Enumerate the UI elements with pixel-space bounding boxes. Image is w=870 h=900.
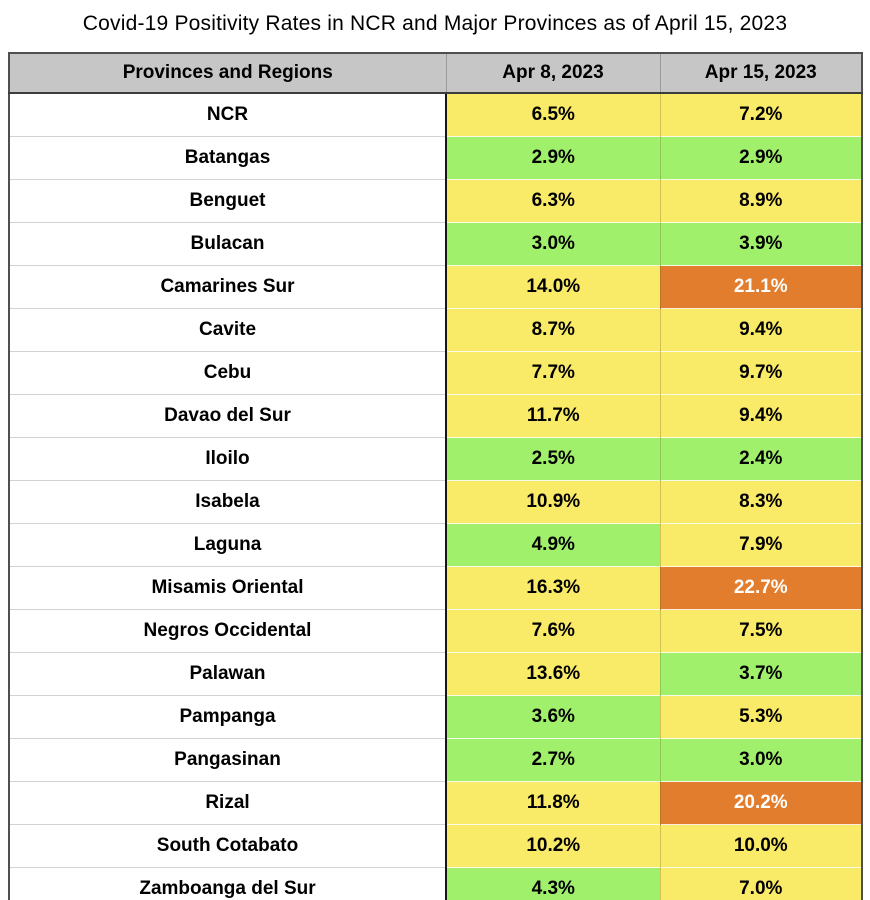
table-body: NCR 6.5% 7.2% Batangas 2.9% 2.9% Benguet…: [9, 93, 862, 900]
table-row: Misamis Oriental 16.3% 22.7%: [9, 566, 862, 610]
table-row: Benguet 6.3% 8.9%: [9, 179, 862, 223]
table-row: Bulacan 3.0% 3.9%: [9, 222, 862, 266]
rate-cell-apr15: 2.4%: [659, 437, 862, 481]
rate-cell-apr15: 3.7%: [659, 652, 862, 696]
province-name-cell: Batangas: [9, 136, 447, 180]
table-row: Pampanga 3.6% 5.3%: [9, 695, 862, 739]
province-name-cell: Zamboanga del Sur: [9, 867, 447, 900]
rate-cell-apr15: 22.7%: [659, 566, 862, 610]
table-row: Cavite 8.7% 9.4%: [9, 308, 862, 352]
rate-cell-apr8: 16.3%: [446, 566, 660, 610]
rate-cell-apr8: 4.3%: [446, 867, 660, 900]
rate-cell-apr8: 11.7%: [446, 394, 660, 438]
rate-cell-apr8: 6.3%: [446, 179, 660, 223]
rate-cell-apr15: 21.1%: [659, 265, 862, 309]
table-row: Isabela 10.9% 8.3%: [9, 480, 862, 524]
province-name-cell: Negros Occidental: [9, 609, 447, 653]
rate-cell-apr15: 9.4%: [659, 308, 862, 352]
rate-cell-apr15: 5.3%: [659, 695, 862, 739]
province-name-cell: Laguna: [9, 523, 447, 567]
table-row: NCR 6.5% 7.2%: [9, 93, 862, 137]
province-name-cell: Camarines Sur: [9, 265, 447, 309]
table-row: Cebu 7.7% 9.7%: [9, 351, 862, 395]
province-name-cell: Palawan: [9, 652, 447, 696]
rate-cell-apr15: 20.2%: [659, 781, 862, 825]
rate-cell-apr15: 7.2%: [659, 93, 862, 137]
rate-cell-apr8: 2.7%: [446, 738, 660, 782]
table-row: Zamboanga del Sur 4.3% 7.0%: [9, 867, 862, 900]
rate-cell-apr8: 7.6%: [446, 609, 660, 653]
rate-cell-apr15: 7.9%: [659, 523, 862, 567]
table-row: Palawan 13.6% 3.7%: [9, 652, 862, 696]
rate-cell-apr8: 4.9%: [446, 523, 660, 567]
province-name-cell: Iloilo: [9, 437, 447, 481]
rate-cell-apr8: 2.5%: [446, 437, 660, 481]
province-name-cell: Pampanga: [9, 695, 447, 739]
rate-cell-apr15: 3.0%: [659, 738, 862, 782]
rate-cell-apr8: 2.9%: [446, 136, 660, 180]
table-row: Batangas 2.9% 2.9%: [9, 136, 862, 180]
rate-cell-apr15: 10.0%: [659, 824, 862, 868]
province-name-cell: Isabela: [9, 480, 447, 524]
table-row: Negros Occidental 7.6% 7.5%: [9, 609, 862, 653]
rate-cell-apr8: 13.6%: [446, 652, 660, 696]
rate-cell-apr15: 8.3%: [659, 480, 862, 524]
province-name-cell: Davao del Sur: [9, 394, 447, 438]
header-apr-8-2023: Apr 8, 2023: [445, 53, 660, 94]
rate-cell-apr15: 9.4%: [659, 394, 862, 438]
province-name-cell: Pangasinan: [9, 738, 447, 782]
rate-cell-apr15: 8.9%: [659, 179, 862, 223]
rate-cell-apr15: 3.9%: [659, 222, 862, 266]
province-name-cell: South Cotabato: [9, 824, 447, 868]
table-row: Rizal 11.8% 20.2%: [9, 781, 862, 825]
province-name-cell: Bulacan: [9, 222, 447, 266]
table-header-row: Provinces and Regions Apr 8, 2023 Apr 15…: [9, 53, 862, 94]
header-apr-15-2023: Apr 15, 2023: [659, 53, 862, 94]
rate-cell-apr8: 11.8%: [446, 781, 660, 825]
rate-cell-apr15: 2.9%: [659, 136, 862, 180]
table-row: Pangasinan 2.7% 3.0%: [9, 738, 862, 782]
table-row: Iloilo 2.5% 2.4%: [9, 437, 862, 481]
province-name-cell: Misamis Oriental: [9, 566, 447, 610]
page-title: Covid-19 Positivity Rates in NCR and Maj…: [82, 12, 788, 35]
rate-cell-apr15: 9.7%: [659, 351, 862, 395]
table-row: Davao del Sur 11.7% 9.4%: [9, 394, 862, 438]
province-name-cell: Rizal: [9, 781, 447, 825]
rate-cell-apr8: 6.5%: [446, 93, 660, 137]
rate-cell-apr8: 3.6%: [446, 695, 660, 739]
province-name-cell: Cavite: [9, 308, 447, 352]
rate-cell-apr8: 3.0%: [446, 222, 660, 266]
province-name-cell: NCR: [9, 93, 447, 137]
table-row: Camarines Sur 14.0% 21.1%: [9, 265, 862, 309]
rate-cell-apr8: 7.7%: [446, 351, 660, 395]
rate-cell-apr15: 7.5%: [659, 609, 862, 653]
table-row: Laguna 4.9% 7.9%: [9, 523, 862, 567]
rate-cell-apr15: 7.0%: [659, 867, 862, 900]
rate-cell-apr8: 10.9%: [446, 480, 660, 524]
positivity-table: Provinces and Regions Apr 8, 2023 Apr 15…: [8, 52, 863, 900]
header-provinces-and-regions: Provinces and Regions: [9, 53, 446, 94]
rate-cell-apr8: 8.7%: [446, 308, 660, 352]
table-row: South Cotabato 10.2% 10.0%: [9, 824, 862, 868]
province-name-cell: Benguet: [9, 179, 447, 223]
province-name-cell: Cebu: [9, 351, 447, 395]
rate-cell-apr8: 14.0%: [446, 265, 660, 309]
rate-cell-apr8: 10.2%: [446, 824, 660, 868]
